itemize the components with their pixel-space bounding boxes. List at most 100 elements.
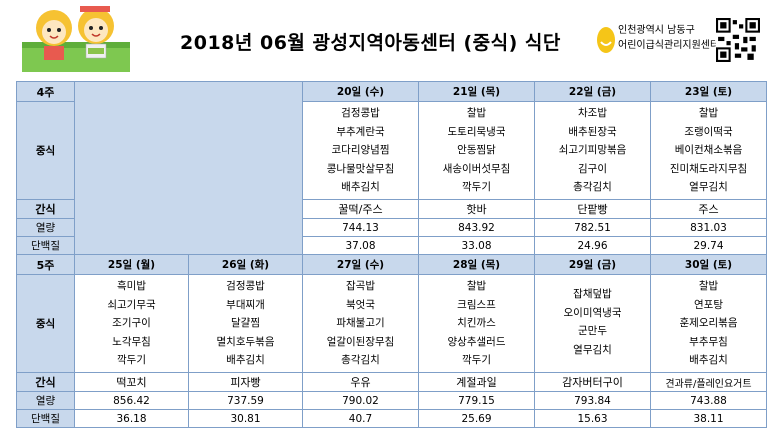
menu-item: 훈제오리볶음 [679, 317, 738, 329]
day-date: 23일 (토) [650, 81, 767, 102]
logo-text-city: 인천광역시 남동구 [618, 25, 695, 36]
snack-value: 꿀떡/주스 [302, 199, 419, 219]
day-date: 22일 (금) [534, 81, 651, 102]
week4-header-row: 4주 20일 (수) 21일 (목) 22일 (금) 23일 (토) [16, 81, 767, 255]
week5-protein-row: 단백질 36.18 30.81 40.7 25.69 15.63 38.11 [16, 409, 767, 428]
menu-item: 차조밥 [578, 107, 607, 119]
protein-value: 33.08 [418, 236, 535, 255]
protein-value: 25.69 [418, 409, 535, 428]
protein-value: 24.96 [534, 236, 651, 255]
snack-value: 계절과일 [418, 372, 535, 392]
lunch-label: 중식 [16, 274, 75, 373]
kcal-value: 843.92 [418, 218, 535, 237]
snack-value: 주스 [650, 199, 767, 219]
week-label: 5주 [16, 254, 75, 275]
week5-kcal-row: 열량 856.42 737.59 790.02 779.15 793.84 74… [16, 391, 767, 410]
page-header: 2018년 06월 광성지역아동센터 (중식) 식단 인천광역시 남동구 어린이… [0, 0, 773, 78]
menu-item: 흑미밥 [117, 280, 146, 292]
week5-snack-row: 간식 떡꼬치 피자빵 우유 계절과일 감자버터구이 견과류/플레인요거트 [16, 372, 767, 392]
protein-value: 15.63 [534, 409, 651, 428]
menu-item: 부대찌개 [226, 298, 265, 311]
snack-label: 간식 [16, 372, 75, 392]
snack-value: 우유 [302, 372, 419, 392]
snack-value: 견과류/플레인요거트 [650, 372, 767, 392]
day-menu: 흑미밥 쇠고기무국 조기구이 노각무침 깍두기 [74, 274, 189, 373]
menu-item: 찰밥 [466, 280, 487, 292]
day-menu: 검정콩밥 부추계란국 코다리양념찜 콩나물맛살무침 배추김치 [302, 101, 419, 200]
menu-item: 연포탕 [694, 298, 723, 311]
day-date: 20일 (수) [302, 81, 419, 102]
menu-item: 찰밥 [698, 280, 719, 292]
menu-item: 코다리양념찜 [331, 144, 390, 156]
menu-item: 부추무침 [689, 335, 728, 348]
empty-block [74, 81, 303, 255]
snack-label: 간식 [16, 199, 75, 219]
menu-item: 크림스프 [457, 298, 496, 311]
day-date: 26일 (화) [188, 254, 303, 275]
week4-kcal-row: 열량 744.13 843.92 782.51 831.03 [16, 218, 767, 237]
menu-item: 배추된장국 [568, 125, 617, 138]
menu-item: 배추김치 [689, 354, 728, 366]
menu-item: 찰밥 [698, 107, 719, 119]
support-center-logo: 인천광역시 남동구 어린이급식관리지원센터 [596, 20, 720, 68]
menu-item: 조랭이떡국 [684, 125, 733, 138]
kcal-label: 열량 [16, 218, 75, 237]
smile-logo-icon [597, 27, 615, 53]
menu-item: 깍두기 [462, 181, 491, 193]
menu-item: 안동찜닭 [457, 144, 496, 156]
kcal-value: 782.51 [534, 218, 651, 237]
day-menu: 차조밥 배추된장국 쇠고기피망볶음 김구이 총각김치 [534, 101, 651, 200]
menu-item: 찰밥 [466, 107, 487, 119]
menu-item: 김구이 [578, 162, 607, 175]
menu-item: 잡채덮밥 [573, 288, 612, 300]
kcal-value: 737.59 [188, 391, 303, 410]
day-date: 21일 (목) [418, 81, 535, 102]
menu-item: 파채불고기 [336, 317, 385, 329]
week5-header-row: 5주 25일 (월) 26일 (화) 27일 (수) 28일 (목) 29일 (… [16, 254, 767, 275]
kcal-value: 790.02 [302, 391, 419, 410]
protein-value: 37.08 [302, 236, 419, 255]
day-menu: 찰밥 도토리묵냉국 안동찜닭 새송이버섯무침 깍두기 [418, 101, 535, 200]
day-menu: 찰밥 크림스프 치킨까스 양상추샐러드 깍두기 [418, 274, 535, 373]
menu-item: 깍두기 [462, 354, 491, 366]
week4-snack-row: 간식 꿀떡/주스 핫바 단팥빵 주스 [16, 199, 767, 219]
menu-item: 쇠고기무국 [107, 298, 156, 311]
menu-item: 양상추샐러드 [447, 335, 506, 348]
menu-item: 노각무침 [112, 335, 151, 348]
kcal-value: 779.15 [418, 391, 535, 410]
menu-item: 오이미역냉국 [563, 306, 622, 319]
menu-item: 열무김치 [689, 181, 728, 193]
snack-value: 피자빵 [188, 372, 303, 392]
qr-code-icon[interactable] [716, 18, 760, 62]
protein-value: 36.18 [74, 409, 189, 428]
menu-item: 도토리묵냉국 [447, 125, 506, 138]
menu-item: 배추김치 [341, 181, 380, 193]
menu-item: 검정콩밥 [341, 107, 380, 119]
day-menu: 찰밥 조랭이떡국 베이컨채소볶음 진미채도라지무침 열무김치 [650, 101, 767, 200]
menu-item: 잡곡밥 [346, 280, 375, 292]
menu-item: 검정콩밥 [226, 280, 265, 292]
protein-label: 단백질 [16, 409, 75, 428]
protein-value: 38.11 [650, 409, 767, 428]
menu-item: 얼갈이된장무침 [326, 335, 395, 348]
week-label: 4주 [16, 81, 75, 102]
menu-item: 총각김치 [341, 354, 380, 366]
kcal-label: 열량 [16, 391, 75, 410]
menu-item: 달걀찜 [231, 317, 260, 329]
menu-item: 부추계란국 [336, 125, 385, 138]
snack-value: 핫바 [418, 199, 535, 219]
logo-text-center: 어린이급식관리지원센터 [618, 40, 720, 51]
snack-value: 떡꼬치 [74, 372, 189, 392]
lunch-label: 중식 [16, 101, 75, 200]
children-mascot-icon [22, 6, 130, 72]
menu-item: 군만두 [578, 325, 607, 337]
menu-item: 열무김치 [573, 343, 612, 356]
day-menu: 검정콩밥 부대찌개 달걀찜 멸치호두볶음 배추김치 [188, 274, 303, 373]
day-date: 25일 (월) [74, 254, 189, 275]
snack-value: 감자버터구이 [534, 372, 651, 392]
week5-lunch-row: 중식 흑미밥 쇠고기무국 조기구이 노각무침 깍두기 검정콩밥 부대찌개 달걀찜… [16, 274, 767, 373]
snack-value: 단팥빵 [534, 199, 651, 219]
menu-item: 조기구이 [112, 317, 151, 329]
day-date: 27일 (수) [302, 254, 419, 275]
menu-item: 치킨까스 [457, 317, 496, 329]
